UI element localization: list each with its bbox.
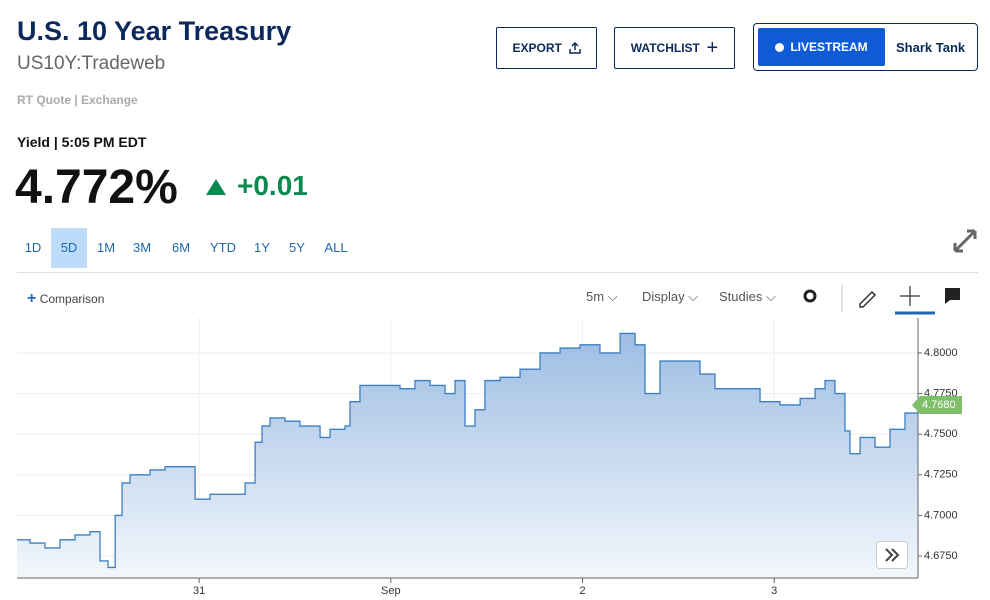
x-tick-label: Sep [381,585,401,597]
symbol: US10Y:Tradeweb [17,53,166,74]
livestream-button[interactable]: LIVESTREAM [758,28,885,66]
y-tick-label: 4.6750 [924,550,958,562]
plus-icon: + [706,36,719,59]
area [17,333,918,578]
display-menu[interactable]: Display ⌵ [642,289,699,304]
export-icon [568,42,581,54]
divider [17,272,978,273]
studies-menu[interactable]: Studies ⌵ [719,289,776,304]
up-arrow [206,179,226,195]
quote-type: RT Quote | Exchange [17,93,138,107]
range-button[interactable]: ALL [324,240,348,255]
comparison-label: Comparison [39,292,105,306]
x-tick-label: 3 [771,585,777,597]
comparison-button[interactable]: + Comparison [27,290,105,307]
export-label: EXPORT [512,41,562,55]
range-button[interactable]: 6M [171,240,191,255]
livestream-label: LIVESTREAM [790,40,868,54]
price: 4.772% [15,161,178,214]
range-button[interactable]: 3M [132,240,152,255]
y-tick-label: 4.7500 [924,428,958,440]
range-button[interactable]: YTD [210,240,236,255]
range-button[interactable]: 5Y [289,240,305,255]
tool-icons [803,284,960,315]
interval-menu[interactable]: 5m ⌵ [586,289,618,304]
line [17,332,919,569]
y-tick-label: 4.7250 [924,469,958,481]
settings-icon[interactable] [803,289,817,303]
range-button[interactable]: 1Y [254,240,270,255]
display-label: Display [642,289,685,304]
range-button[interactable]: 1D [24,240,42,255]
title: U.S. 10 Year Treasury [17,16,292,46]
export-button[interactable]: EXPORT [496,27,597,69]
watchlist-label: WATCHLIST [630,41,700,55]
range-button[interactable]: 1M [96,240,116,255]
studies-label: Studies [719,289,763,304]
range-button[interactable]: 5D [51,228,87,268]
x-tick-label: 31 [193,585,205,597]
quote-label: Yield | 5:05 PM EDT [17,134,147,150]
expand-icon[interactable] [952,228,978,254]
livestream-box[interactable]: LIVESTREAM Shark Tank [753,23,978,71]
show-name: Shark Tank [896,39,966,55]
x-tick-label: 2 [579,585,585,597]
comment-icon[interactable] [945,288,960,304]
crosshair-icon[interactable] [900,286,920,306]
scroll-button[interactable] [876,541,908,569]
y-tick-label: 4.7000 [924,509,958,521]
live-dot [775,42,785,52]
interval-label: 5m [586,289,605,304]
change: +0.01 [237,170,308,201]
last-badge [912,395,962,414]
last-label: 4.7680 [922,399,956,411]
watchlist-button[interactable]: WATCHLIST + [614,27,735,69]
draw-icon[interactable] [859,290,877,308]
y-tick-label: 4.8000 [924,347,958,359]
